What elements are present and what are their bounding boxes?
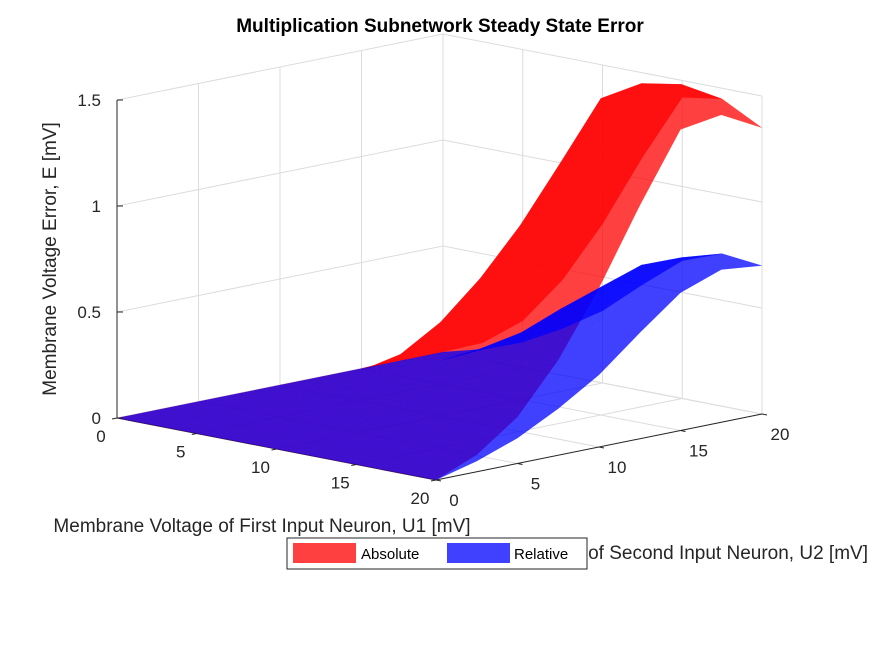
z-tick-label: 1.5: [77, 91, 101, 110]
x-tick-label: 15: [331, 474, 350, 493]
surface-layer: [116, 82, 763, 481]
z-tick-label: 0.5: [77, 303, 101, 322]
z-axis-label: Membrane Voltage Error, E [mV]: [40, 122, 61, 396]
legend-swatch-relative: [447, 543, 510, 563]
y-tick-label: 0: [449, 491, 458, 510]
y-tick-mark: [598, 446, 605, 449]
y-tick-mark: [680, 430, 686, 432]
x-tick-mark: [111, 417, 118, 420]
legend-label-relative: Relative: [514, 546, 568, 563]
legend: Absolute Relative: [286, 537, 588, 570]
surface-patch: [681, 84, 763, 129]
grid-line: [116, 33, 444, 101]
y-tick-label: 10: [608, 458, 627, 477]
chart-title: Multiplication Subnetwork Steady State E…: [236, 16, 644, 37]
x-tick-mark: [430, 479, 437, 482]
x-tick-label: 5: [176, 443, 185, 462]
y-tick-mark: [517, 463, 523, 465]
x-tick-label: 0: [96, 427, 105, 446]
x-tick-mark: [191, 433, 197, 435]
legend-label-absolute: Absolute: [361, 546, 419, 563]
surface-patch: [681, 253, 763, 270]
y-tick-label: 20: [771, 425, 790, 444]
x-tick-label: 20: [411, 489, 430, 508]
x-tick-mark: [351, 464, 357, 466]
y-tick-mark: [761, 413, 768, 416]
legend-swatch-absolute: [293, 543, 356, 563]
grid-line: [442, 33, 763, 97]
y-tick-mark: [435, 479, 442, 482]
x-axis-label: Membrane Voltage of First Input Neuron, …: [53, 516, 470, 537]
grid-line: [116, 139, 444, 207]
x-tick-mark: [271, 448, 277, 451]
tick-labels: 0 5 10 15 20 0 5 10 15 20 0 0.5 1 1.5: [77, 91, 789, 510]
x-tick-label: 10: [251, 458, 270, 477]
z-tick-label: 1: [92, 197, 101, 216]
grid-line: [116, 245, 444, 313]
surface-relative: [116, 253, 763, 481]
y-tick-label: 15: [689, 442, 708, 461]
y-tick-label: 5: [531, 475, 540, 494]
z-tick-label: 0: [92, 409, 101, 428]
